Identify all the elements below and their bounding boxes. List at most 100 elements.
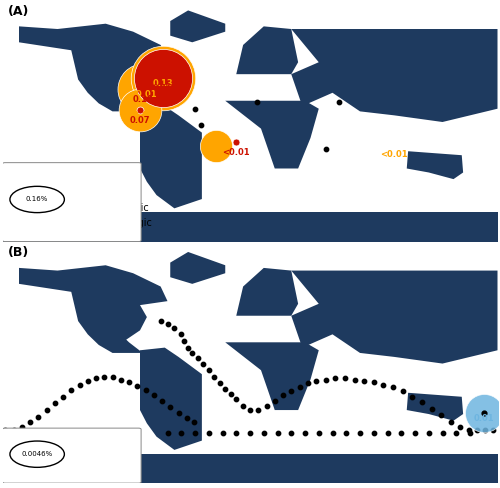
Point xyxy=(331,374,339,382)
Point xyxy=(191,105,199,113)
Text: (B): (B) xyxy=(8,246,28,260)
Point xyxy=(262,402,270,410)
Text: 0.0046%: 0.0046% xyxy=(22,451,53,457)
Point xyxy=(397,429,405,437)
Point xyxy=(160,74,168,82)
Point xyxy=(239,402,247,410)
Point xyxy=(360,377,368,385)
Polygon shape xyxy=(225,101,319,168)
FancyBboxPatch shape xyxy=(2,163,141,242)
Polygon shape xyxy=(236,26,298,74)
Point xyxy=(356,429,364,437)
Point xyxy=(312,377,320,385)
Point xyxy=(2,426,10,434)
Text: 0.04: 0.04 xyxy=(206,147,226,156)
Point xyxy=(481,426,489,434)
Point xyxy=(133,382,141,390)
Polygon shape xyxy=(19,265,168,353)
Point xyxy=(67,386,76,394)
Point xyxy=(490,426,498,434)
Text: 0.10: 0.10 xyxy=(132,95,153,104)
Point xyxy=(322,376,330,384)
Polygon shape xyxy=(407,393,463,421)
Polygon shape xyxy=(140,106,202,208)
Polygon shape xyxy=(170,252,225,284)
Point xyxy=(59,393,67,401)
Text: 0.01: 0.01 xyxy=(474,414,494,423)
Point xyxy=(370,378,378,386)
Point xyxy=(301,429,309,437)
Point xyxy=(166,404,174,411)
Point xyxy=(194,354,202,362)
Point xyxy=(34,413,42,421)
Point xyxy=(452,429,460,437)
Point xyxy=(212,142,220,150)
Point xyxy=(480,409,488,417)
Point xyxy=(389,384,397,391)
Point xyxy=(188,349,196,357)
Point xyxy=(164,320,172,327)
Text: <0.01: <0.01 xyxy=(222,148,250,157)
Text: <0.01: <0.01 xyxy=(380,149,408,159)
Point xyxy=(425,429,433,437)
Point xyxy=(205,366,213,374)
Text: 0.16%: 0.16% xyxy=(26,197,48,203)
Point xyxy=(177,330,185,338)
Polygon shape xyxy=(170,10,225,42)
Point xyxy=(205,429,213,437)
Point xyxy=(232,138,240,146)
Text: 0.07: 0.07 xyxy=(130,116,150,125)
Polygon shape xyxy=(225,342,319,410)
Point xyxy=(136,106,144,114)
Polygon shape xyxy=(2,454,498,483)
Point xyxy=(473,426,481,434)
Point xyxy=(315,429,323,437)
Point xyxy=(232,429,240,437)
Point xyxy=(466,429,474,437)
Point xyxy=(342,429,350,437)
Point xyxy=(150,391,158,399)
Point xyxy=(51,400,59,407)
Point xyxy=(350,376,358,384)
Point xyxy=(174,409,182,417)
Point xyxy=(447,418,455,426)
Point xyxy=(253,98,261,106)
Point xyxy=(190,418,198,426)
Point xyxy=(136,106,144,114)
Point xyxy=(456,424,464,431)
Point xyxy=(246,429,254,437)
Point xyxy=(160,74,168,82)
Point xyxy=(480,409,488,417)
Point xyxy=(437,411,445,419)
Point xyxy=(84,377,92,385)
Point xyxy=(218,429,226,437)
Text: <0.01: <0.01 xyxy=(129,90,156,99)
Point xyxy=(227,390,235,398)
Point xyxy=(10,426,18,434)
Legend: Surface: Surface xyxy=(57,456,129,473)
Text: 0.13: 0.13 xyxy=(153,79,174,88)
Text: <0.01: <0.01 xyxy=(126,111,154,120)
Point xyxy=(177,429,185,437)
Point xyxy=(142,386,150,394)
Point xyxy=(260,429,268,437)
Point xyxy=(384,429,392,437)
Point xyxy=(296,384,304,391)
Point xyxy=(246,406,254,414)
Polygon shape xyxy=(291,29,498,122)
Point xyxy=(408,393,416,401)
Point xyxy=(183,414,191,422)
Point xyxy=(271,397,279,405)
Point xyxy=(170,324,178,332)
Polygon shape xyxy=(140,347,202,450)
Point xyxy=(100,373,108,381)
Polygon shape xyxy=(2,212,498,242)
Point xyxy=(341,374,349,382)
Point xyxy=(438,429,446,437)
Point xyxy=(418,398,426,406)
Point xyxy=(232,395,240,403)
Point xyxy=(428,405,436,413)
Point xyxy=(411,429,419,437)
Point xyxy=(380,381,388,389)
Point xyxy=(216,380,224,387)
